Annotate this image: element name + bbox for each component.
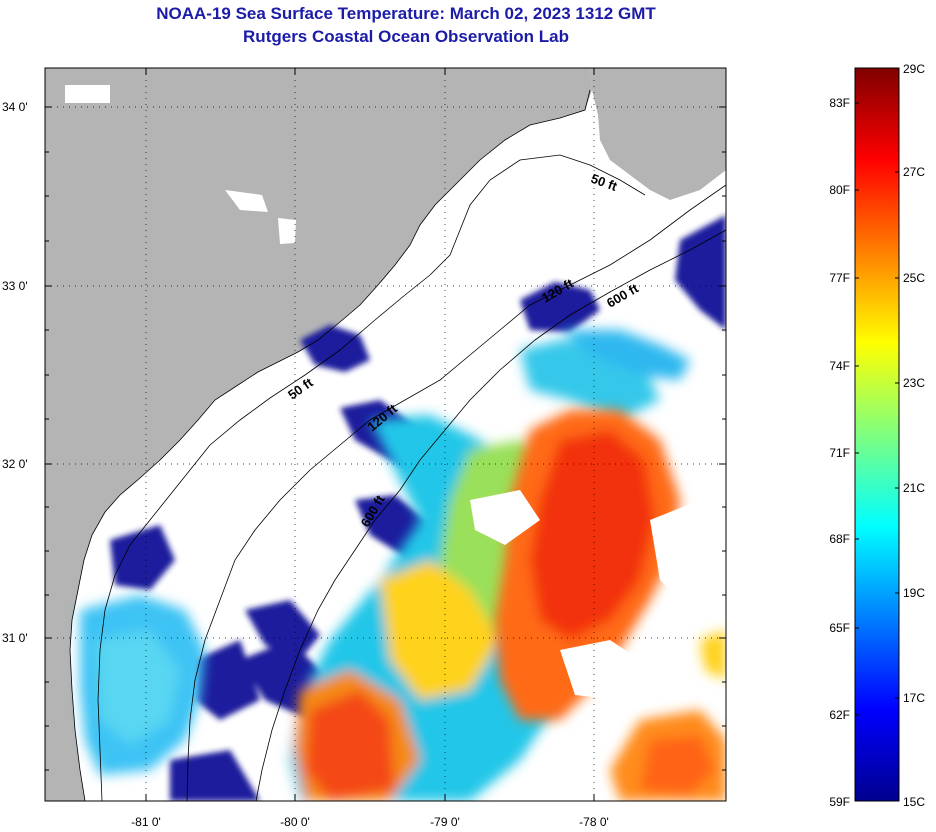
colorbar-c-label: 23C <box>903 376 925 390</box>
lat-label: 33 0' <box>2 279 28 293</box>
lon-label: -78 0' <box>579 815 609 829</box>
sst-cold-water <box>110 215 726 801</box>
land-lake <box>278 218 296 244</box>
colorbar-f-label: 80F <box>829 183 850 197</box>
lat-label: 31 0' <box>2 631 28 645</box>
colorbar-f-label: 71F <box>829 446 850 460</box>
axis-ticks <box>45 68 726 801</box>
land-lake <box>225 190 268 212</box>
lon-label: -79 0' <box>430 815 460 829</box>
lon-label: -80 0' <box>280 815 310 829</box>
colorbar-c-label: 29C <box>903 62 925 76</box>
coastline <box>69 89 591 801</box>
colorbar-c-label: 27C <box>903 165 925 179</box>
colorbar-f-label: 62F <box>829 708 850 722</box>
colorbar-f-label: 68F <box>829 532 850 546</box>
colorbar-c-labels: 29C 27C 25C 23C 21C 19C 17C 15C <box>903 62 925 809</box>
cloud-mask <box>440 310 726 700</box>
isobath-50ft <box>97 154 646 801</box>
colorbar-c-label: 17C <box>903 691 925 705</box>
colorbar-f-label: 65F <box>829 621 850 635</box>
isobath-120ft <box>186 184 726 801</box>
isobath-600ft <box>255 229 726 801</box>
colorbar-f-labels: 83F 80F 77F 74F 71F 68F 65F 62F 59F <box>829 96 850 809</box>
land-area <box>45 68 592 801</box>
colorbar-f-label: 59F <box>829 795 850 809</box>
colorbar-c-label: 21C <box>903 481 925 495</box>
colorbar-f-label: 74F <box>829 359 850 373</box>
colorbar-f-label: 77F <box>829 271 850 285</box>
colorbar <box>854 67 900 802</box>
sst-inshore-cool <box>80 595 205 775</box>
map-frame <box>44 67 727 802</box>
lat-label: 34 0' <box>2 100 28 114</box>
colorbar-c-label: 15C <box>903 795 925 809</box>
map-subtitle: Rutgers Coastal Ocean Observation Lab <box>243 27 569 46</box>
lon-label: -81 0' <box>131 815 161 829</box>
sst-warm-core <box>495 410 726 801</box>
land-cape <box>590 68 726 200</box>
colorbar-c-label: 25C <box>903 271 925 285</box>
colorbar-ticks <box>855 102 899 716</box>
colorbar-c-label: 19C <box>903 586 925 600</box>
colorbar-f-label: 83F <box>829 96 850 110</box>
graticule <box>45 68 726 801</box>
land-lake <box>65 85 110 103</box>
lat-label: 32 0' <box>2 457 28 471</box>
map-title: NOAA-19 Sea Surface Temperature: March 0… <box>156 4 656 23</box>
